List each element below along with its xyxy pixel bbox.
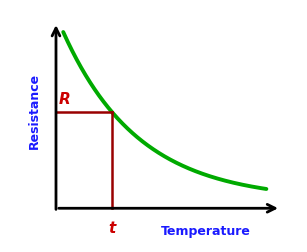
Text: R: R <box>58 91 70 106</box>
Text: Resistance: Resistance <box>28 73 41 149</box>
Text: Temperature: Temperature <box>161 224 251 237</box>
Text: t: t <box>108 220 115 235</box>
